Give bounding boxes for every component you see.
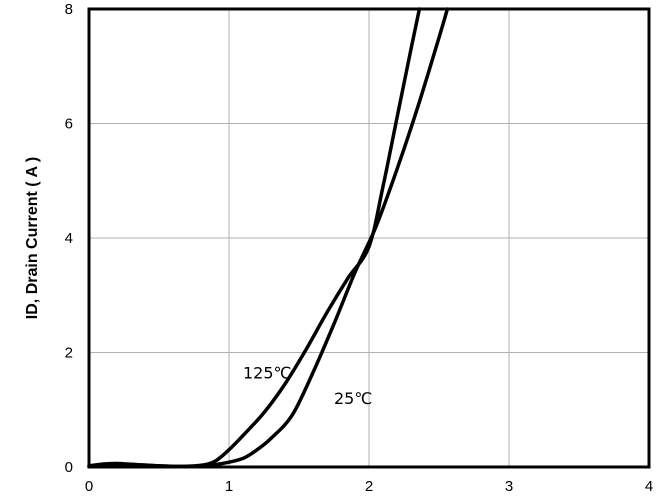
- y-tick-label: 6: [65, 116, 73, 133]
- y-tick-labels: 0 2 4 6 8: [65, 1, 73, 476]
- x-tick-label: 1: [225, 478, 233, 495]
- x-tick-label: 3: [505, 478, 513, 495]
- series-lines: [87, 7, 450, 469]
- x-tick-label: 2: [365, 478, 373, 495]
- x-tick-label: 0: [85, 478, 93, 495]
- y-tick-label: 4: [65, 230, 73, 247]
- series-annotation: 25℃: [334, 389, 372, 408]
- y-tick-label: 2: [65, 345, 73, 362]
- y-axis-label: ID, Drain Current ( A ): [24, 157, 41, 319]
- x-tick-labels: 0 1 2 3 4: [85, 478, 653, 495]
- plot-frame: [87, 7, 651, 469]
- y-tick-label: 0: [65, 459, 73, 476]
- series-line-1: [87, 7, 450, 469]
- series-annotations: 125℃ 25℃: [243, 363, 372, 408]
- series-annotation: 125℃: [243, 363, 292, 382]
- y-tick-label: 8: [65, 1, 73, 18]
- x-tick-label: 4: [645, 478, 653, 495]
